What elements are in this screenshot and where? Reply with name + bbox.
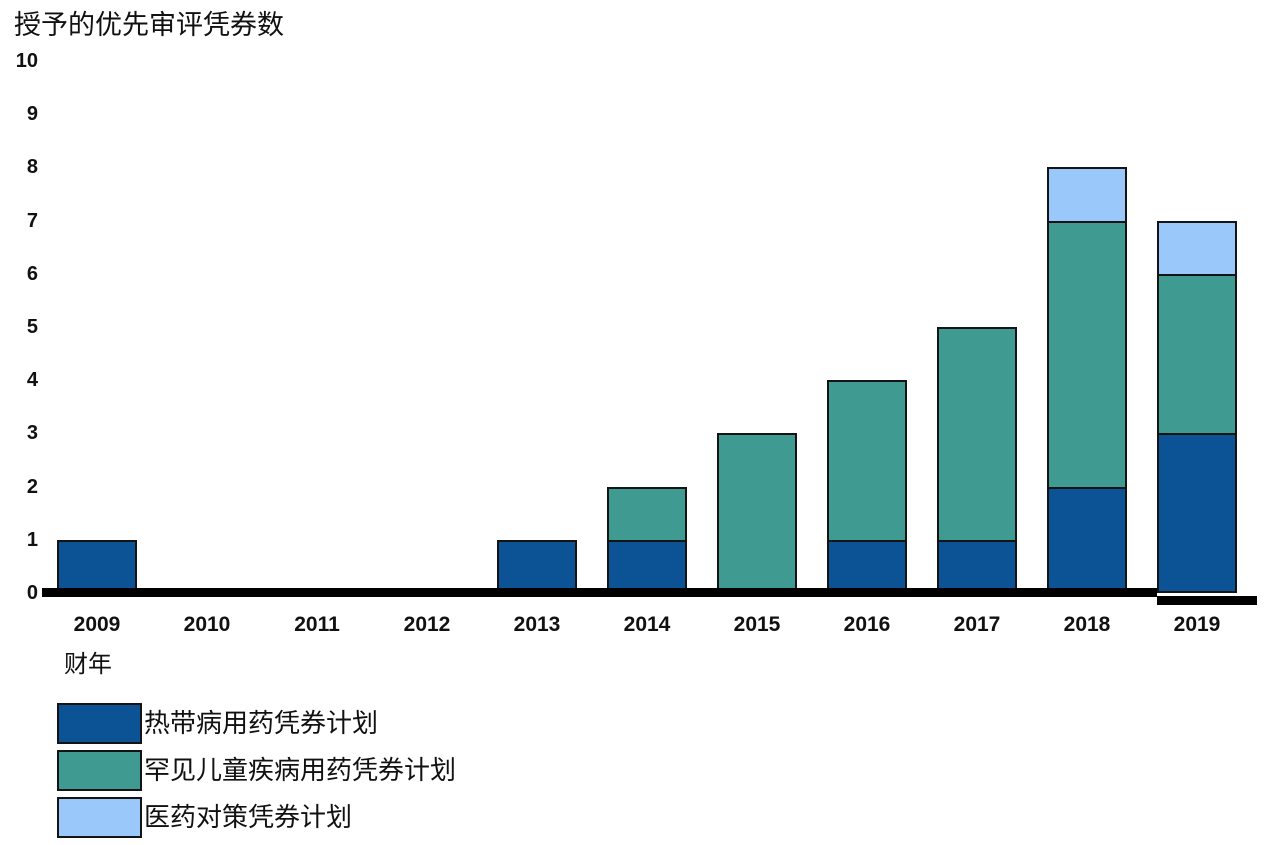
x-axis-line	[42, 588, 1157, 597]
bar-segment-2019	[1157, 273, 1237, 436]
legend-label-medical-countermeasure: 医药对策凭券计划	[144, 802, 353, 832]
bar-segment-2016	[827, 380, 907, 542]
bar-segment-2016	[827, 539, 907, 593]
x-tick-label-2015: 2015	[733, 613, 781, 636]
y-tick-label-7: 7	[26, 209, 38, 232]
x-tick-label-2012: 2012	[403, 613, 451, 636]
x-axis-title: 财年	[64, 651, 112, 678]
legend-swatch-tropical-disease	[57, 703, 142, 744]
bar-segment-2019	[1157, 433, 1237, 593]
legend-swatch-rare-pediatric-disease	[57, 750, 142, 791]
bar-segment-2018	[1047, 220, 1127, 489]
x-tick-label-2016: 2016	[843, 613, 891, 636]
x-tick-label-2017: 2017	[953, 613, 1001, 636]
x-tick-label-2013: 2013	[513, 613, 561, 636]
legend-label-rare-pediatric-disease: 罕见儿童疾病用药凭券计划	[144, 755, 457, 785]
y-tick-label-4: 4	[26, 369, 38, 392]
legend-swatch-medical-countermeasure	[57, 797, 142, 838]
x-axis-line-extension	[1157, 596, 1257, 605]
y-axis-title: 授予的优先审评凭券数	[14, 10, 284, 40]
x-tick-label-2018: 2018	[1063, 613, 1111, 636]
x-tick-label-2010: 2010	[183, 613, 231, 636]
y-tick-label-0: 0	[26, 582, 38, 604]
bar-segment-2009	[57, 539, 137, 593]
bar-segment-2017	[937, 327, 1017, 542]
y-tick-label-1: 1	[26, 528, 38, 551]
x-tick-label-2009: 2009	[73, 613, 121, 636]
y-tick-label-6: 6	[26, 262, 38, 285]
legend-item-tropical-disease: 热带病用药凭券计划	[57, 703, 456, 744]
bar-segment-2017	[937, 539, 1017, 593]
y-tick-label-3: 3	[26, 422, 38, 445]
y-tick-label-2: 2	[26, 475, 38, 498]
y-tick-label-9: 9	[26, 103, 38, 126]
x-tick-label-2014: 2014	[623, 613, 671, 636]
legend: 热带病用药凭券计划 罕见儿童疾病用药凭券计划 医药对策凭券计划	[57, 703, 456, 844]
x-tick-label-2011: 2011	[294, 613, 340, 636]
bar-segment-2018	[1047, 167, 1127, 223]
legend-label-tropical-disease: 热带病用药凭券计划	[144, 708, 379, 738]
bar-segment-2014	[607, 539, 687, 593]
bar-segment-2014	[607, 486, 687, 542]
y-tick-label-8: 8	[26, 156, 38, 179]
bar-segment-2015	[717, 433, 797, 593]
legend-item-rare-pediatric-disease: 罕见儿童疾病用药凭券计划	[57, 750, 456, 791]
x-tick-label-2019: 2019	[1173, 613, 1221, 636]
bar-segment-2019	[1157, 220, 1237, 276]
y-tick-label-5: 5	[26, 316, 38, 338]
y-tick-label-10: 10	[15, 50, 38, 72]
legend-item-medical-countermeasure: 医药对策凭券计划	[57, 797, 456, 838]
bar-segment-2018	[1047, 486, 1127, 593]
bar-segment-2013	[497, 539, 577, 593]
